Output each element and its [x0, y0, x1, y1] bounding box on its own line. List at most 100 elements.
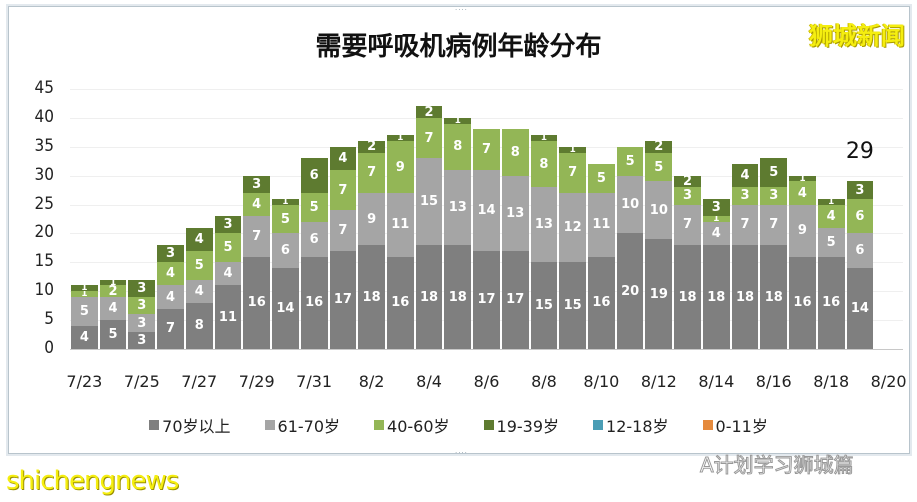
- bar-segment: 9: [789, 204, 816, 257]
- bar-segment: 4: [157, 285, 184, 309]
- plot-area: 4 5 1 1 5 4 2 1 3 3 3 3 7 4 4 3 8 4 5 4 11 4 5 3 16 7 4 3 14 6 5 1 16 6 5 6…: [70, 89, 903, 350]
- bar-segment: 7: [415, 117, 443, 159]
- bar-segment: 5: [616, 146, 644, 176]
- bar-segment: 19: [645, 239, 673, 349]
- bar-segment: 8: [530, 141, 558, 188]
- bar-segment: 5: [760, 158, 788, 188]
- bar-segment: 18: [358, 245, 385, 349]
- legend-item[interactable]: 0-11岁: [702, 413, 768, 437]
- bar-segment: 3: [128, 314, 156, 332]
- bar-segment: 3: [846, 181, 874, 199]
- legend-label: 0-11岁: [715, 417, 768, 436]
- bar-8-8[interactable]: 15 13 8 1: [530, 135, 558, 349]
- bar-8-4[interactable]: 18 15 7 2: [415, 106, 443, 349]
- y-tick-label: 30: [34, 164, 54, 185]
- bar-segment: 2: [358, 141, 385, 153]
- bar-segment: 15: [530, 262, 558, 349]
- x-tick-label: 8/20: [870, 372, 907, 391]
- legend-item[interactable]: 12-18岁: [593, 413, 669, 437]
- bar-8-6[interactable]: 17 14 7: [473, 129, 500, 349]
- bar-8-18[interactable]: 16 5 4 1: [817, 198, 845, 349]
- bar-segment: 5: [214, 233, 242, 263]
- x-tick-label: 8/4: [416, 372, 442, 391]
- x-tick-label: 7/27: [181, 372, 218, 391]
- bar-8-15[interactable]: 18 7 3 4: [731, 164, 759, 349]
- bar-8-9[interactable]: 15 12 7 1: [559, 146, 587, 349]
- bar-segment: 7: [674, 204, 701, 245]
- bar-segment: 2: [99, 285, 127, 298]
- legend-label: 19-39岁: [496, 417, 560, 436]
- legend-label: 40-60岁: [387, 417, 450, 436]
- bar-8-14[interactable]: 18 4 1 3: [702, 198, 730, 349]
- bar-segment: 18: [702, 245, 730, 349]
- bar-7-29[interactable]: 16 7 4 3: [243, 175, 271, 349]
- bar-8-5[interactable]: 18 13 8 1: [444, 117, 472, 349]
- bar-segment: 2: [415, 106, 443, 118]
- bar-segment: 6: [300, 221, 328, 257]
- bar-segment: 11: [214, 285, 242, 349]
- bar-8-12[interactable]: 19 10 5 2: [645, 141, 673, 349]
- bar-segment: 5: [817, 227, 845, 257]
- y-tick-label: 45: [34, 78, 54, 98]
- bar-7-31[interactable]: 16 6 5 6: [300, 158, 328, 349]
- resize-handle-bottom[interactable]: ····: [455, 449, 468, 457]
- gridline: [70, 117, 903, 119]
- bar-segment: 10: [616, 175, 644, 234]
- legend-item[interactable]: 19-39岁: [483, 413, 560, 437]
- x-tick-label: 8/10: [583, 372, 620, 391]
- bar-segment: 15: [415, 158, 443, 245]
- x-tick-label: 7/23: [66, 372, 103, 391]
- bar-segment: 16: [789, 256, 816, 349]
- bar-8-7[interactable]: 17 13 8: [501, 129, 529, 349]
- bar-segment: 1: [71, 285, 98, 292]
- legend-item[interactable]: 70岁以上: [149, 413, 231, 437]
- bar-7-28[interactable]: 11 4 5 3: [214, 216, 242, 349]
- bar-segment: 11: [588, 193, 615, 257]
- bar-8-16[interactable]: 18 7 3 5: [760, 158, 788, 349]
- legend-swatch-icon: [593, 420, 604, 430]
- y-tick-label: 10: [34, 280, 54, 301]
- bar-segment: 16: [300, 256, 328, 349]
- bar-segment: 14: [846, 268, 874, 349]
- bar-segment: 18: [444, 245, 472, 349]
- bar-segment: 7: [473, 129, 500, 170]
- bar-8-3[interactable]: 16 11 9 1: [386, 135, 414, 349]
- legend-item[interactable]: 40-60岁: [374, 413, 450, 437]
- bar-segment: 1: [789, 175, 816, 182]
- bar-8-10[interactable]: 16 11 5: [588, 164, 615, 349]
- bar-segment: 9: [386, 141, 414, 194]
- bar-segment: 5: [99, 320, 127, 349]
- bar-segment: 4: [71, 325, 98, 349]
- bar-8-13[interactable]: 18 7 3 2: [674, 175, 701, 349]
- legend-item[interactable]: 61-70岁: [264, 413, 340, 437]
- bar-segment: 17: [329, 250, 357, 349]
- bar-segment: 3: [760, 187, 788, 205]
- legend: 70岁以上 61-70岁 40-60岁 19-39岁 12-18岁 0-11岁: [0, 413, 917, 437]
- bar-8-2[interactable]: 18 9 7 2: [358, 141, 385, 349]
- bar-segment: 4: [99, 297, 127, 321]
- chart-title: 需要呼吸机病例年龄分布: [315, 32, 602, 62]
- bar-segment: 1: [559, 146, 587, 153]
- bar-segment: 13: [530, 187, 558, 263]
- bar-7-30[interactable]: 14 6 5 1: [272, 198, 299, 349]
- bar-segment: 5: [588, 164, 615, 194]
- bar-segment: 1: [530, 135, 558, 142]
- bar-8-1[interactable]: 17 7 7 4: [329, 146, 357, 349]
- bar-8-19[interactable]: 14 6 6 3: [846, 181, 874, 349]
- bar-segment: 16: [243, 256, 271, 349]
- source-watermark: A计划学习狮城篇: [700, 453, 855, 478]
- bar-segment: 20: [616, 233, 644, 349]
- bar-8-11[interactable]: 20 10 5: [616, 146, 644, 349]
- bar-8-17[interactable]: 16 9 4 1: [789, 175, 816, 349]
- bar-segment: 4: [243, 193, 271, 217]
- bar-segment: 7: [559, 152, 587, 194]
- resize-handle-top[interactable]: ····: [455, 6, 468, 14]
- bar-segment: 3: [702, 198, 730, 217]
- bar-segment: 4: [789, 181, 816, 205]
- bar-segment: 7: [358, 152, 385, 193]
